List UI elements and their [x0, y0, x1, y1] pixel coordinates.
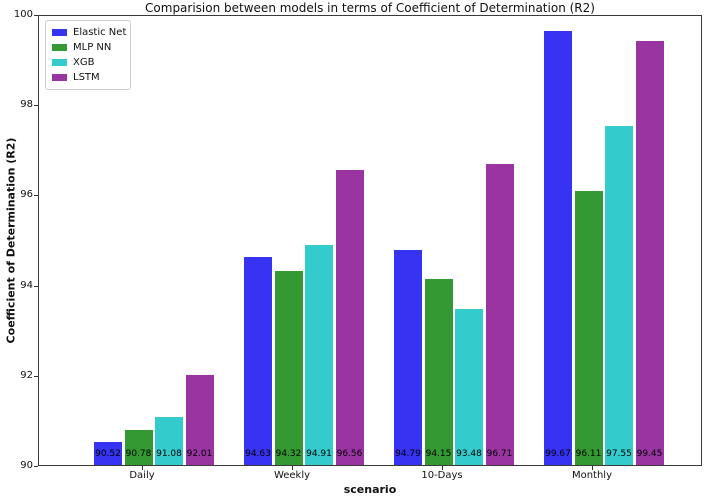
- chart-title: Comparision between models in terms of C…: [145, 1, 595, 15]
- bar-elastic-net-weekly: [244, 257, 272, 465]
- x-tick-mark: [442, 466, 443, 470]
- y-tick-mark: [34, 105, 38, 106]
- legend-item: XGB: [52, 55, 124, 70]
- legend-item: MLP NN: [52, 40, 124, 55]
- x-tick-label: Monthly: [571, 470, 613, 481]
- bar-xgb-weekly: [305, 245, 333, 465]
- bar-value-label: 99.67: [545, 449, 571, 459]
- bar-mlp-nn-weekly: [274, 271, 303, 465]
- x-tick-mark: [292, 466, 293, 470]
- y-tick-label: 96: [20, 189, 33, 200]
- bar-value-label: 94.79: [395, 449, 421, 459]
- bar-xgb-monthly: [605, 126, 633, 465]
- y-axis-label: Coefficient of Determination (R2): [4, 137, 18, 344]
- bar-xgb-10-days: [455, 309, 483, 465]
- y-tick-label: 100: [13, 9, 33, 20]
- bar-value-label: 92.01: [186, 449, 213, 459]
- bar-value-label: 94.63: [245, 449, 271, 459]
- legend: Elastic Net MLP NN XGB LSTM: [45, 20, 131, 90]
- y-tick-mark: [34, 15, 38, 16]
- bar-value-label: 96.71: [486, 449, 513, 459]
- bar-value-label: 94.32: [275, 449, 302, 459]
- bar-value-label: 90.52: [95, 449, 121, 459]
- bar-value-label: 90.78: [125, 449, 152, 459]
- bar-lstm-monthly: [635, 41, 664, 465]
- bar-mlp-nn-10-days: [424, 279, 453, 465]
- y-tick-mark: [34, 466, 38, 467]
- legend-swatch-icon: [52, 74, 67, 81]
- bar-elastic-net-monthly: [544, 31, 572, 465]
- x-axis-label: scenario: [343, 483, 397, 496]
- legend-swatch-icon: [52, 44, 67, 51]
- bar-mlp-nn-daily: [124, 430, 153, 465]
- y-tick-label: 92: [20, 370, 33, 381]
- x-tick-label: 10-Days: [421, 470, 463, 481]
- bar-value-label: 91.08: [156, 449, 182, 459]
- legend-swatch-icon: [52, 29, 67, 36]
- bar-mlp-nn-monthly: [574, 191, 603, 465]
- x-tick-label: Weekly: [273, 470, 311, 481]
- bar-lstm-weekly: [335, 170, 364, 465]
- plot-area: 90.52 94.63 94.79 99.67 90.78 94.32 94.15 96.11…: [38, 15, 702, 466]
- x-tick-mark: [592, 466, 593, 470]
- bar-value-label: 94.15: [425, 449, 452, 459]
- bar-lstm-daily: [185, 375, 214, 465]
- bar-xgb-daily: [155, 417, 183, 465]
- legend-item: LSTM: [52, 70, 124, 85]
- bar-value-label: 96.56: [336, 449, 363, 459]
- x-tick-mark: [142, 466, 143, 470]
- bar-value-label: 97.55: [606, 449, 632, 459]
- y-tick-mark: [34, 195, 38, 196]
- legend-label: MLP NN: [73, 41, 112, 53]
- y-tick-mark: [34, 376, 38, 377]
- y-tick-label: 98: [20, 99, 33, 110]
- bar-lstm-10-days: [485, 164, 514, 465]
- y-tick-mark: [34, 286, 38, 287]
- x-tick-label: Daily: [129, 470, 155, 481]
- y-tick-label: 90: [20, 460, 33, 471]
- bar-elastic-net-daily: [94, 442, 122, 465]
- bar-value-label: 96.11: [575, 449, 602, 459]
- bar-value-label: 93.48: [456, 449, 482, 459]
- legend-swatch-icon: [52, 59, 67, 66]
- bar-elastic-net-10-days: [394, 250, 422, 465]
- legend-label: XGB: [73, 56, 95, 68]
- legend-item: Elastic Net: [52, 25, 127, 40]
- legend-label: LSTM: [73, 71, 100, 83]
- bar-value-label: 99.45: [636, 449, 663, 459]
- y-tick-label: 94: [20, 280, 33, 291]
- bar-value-label: 94.91: [306, 449, 332, 459]
- legend-label: Elastic Net: [73, 26, 127, 38]
